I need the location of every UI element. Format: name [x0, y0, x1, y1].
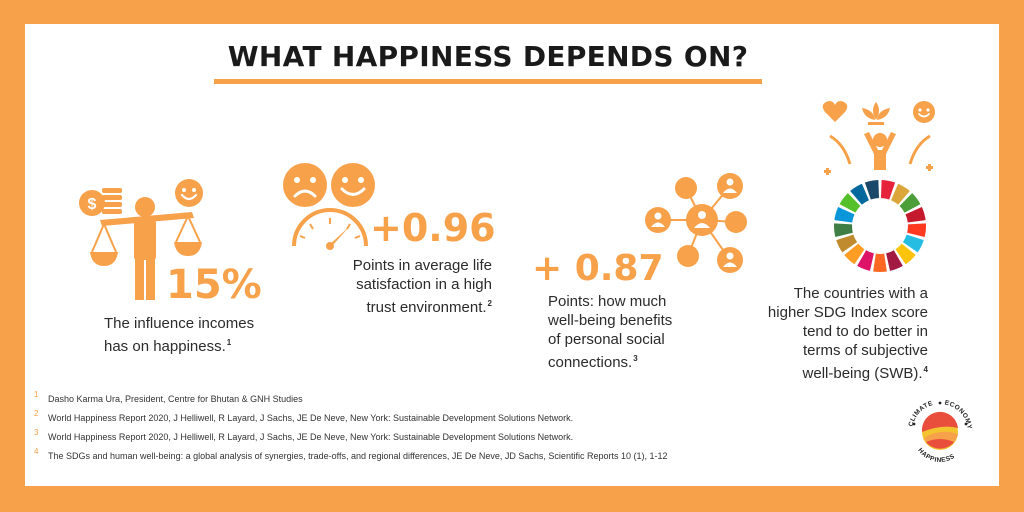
social-value: + 0.87	[532, 248, 664, 289]
sdg-wheel-segment	[902, 234, 924, 253]
trust-value: +0.96	[370, 206, 496, 250]
sdg-wheel-segment	[891, 183, 910, 205]
sdg-wheel-segment	[844, 243, 865, 265]
happy-face-icon	[331, 163, 375, 207]
sdg-text: The countries with a higher SDG Index sc…	[767, 285, 928, 382]
trust-text: Points in average life satisfaction in a…	[352, 257, 492, 316]
joyful-person-icon	[824, 132, 933, 175]
sdg-wheel-segment	[834, 223, 853, 238]
scales-person-icon	[90, 197, 202, 300]
sdg-wheel-segment	[839, 193, 861, 213]
title-underline	[214, 79, 762, 84]
smiley-icon	[175, 179, 203, 207]
social-network-icon	[645, 173, 747, 273]
sdg-wheel-segment	[899, 193, 921, 213]
sdg-wheel-segment	[873, 253, 887, 272]
sdg-wheel-segment	[850, 183, 869, 205]
sdg-wheel-icon	[834, 180, 926, 272]
lotus-icon	[862, 102, 890, 125]
sdg-wheel-segment	[864, 180, 880, 200]
sad-face-icon	[283, 163, 327, 207]
page-title: WHAT HAPPINESS DEPENDS ON?	[227, 40, 749, 73]
gauge-icon	[292, 208, 368, 250]
heart-icon	[822, 101, 848, 122]
sdg-wheel-segment	[907, 223, 926, 238]
income-influence-value: 15%	[166, 262, 262, 308]
sdg-wheel-segment	[880, 180, 896, 200]
social-text: Points: how much well-being benefits of …	[548, 293, 673, 371]
coins-icon: $	[79, 188, 122, 216]
sdg-wheel-segment	[895, 243, 916, 265]
svg-text:$: $	[88, 196, 97, 213]
sdg-wheel-segment	[886, 250, 903, 271]
income-influence-text: The influence incomes has on happiness.1	[104, 315, 255, 355]
sdg-wheel-segment	[905, 206, 926, 223]
smiley-icon	[913, 101, 935, 123]
sdg-wheel-segment	[857, 250, 874, 271]
climate-economy-happiness-logo: CLIMATE ECONOMY HAPPINESS	[908, 399, 973, 464]
sdg-wheel-segment	[834, 206, 855, 223]
sdg-wheel-segment	[836, 234, 858, 253]
